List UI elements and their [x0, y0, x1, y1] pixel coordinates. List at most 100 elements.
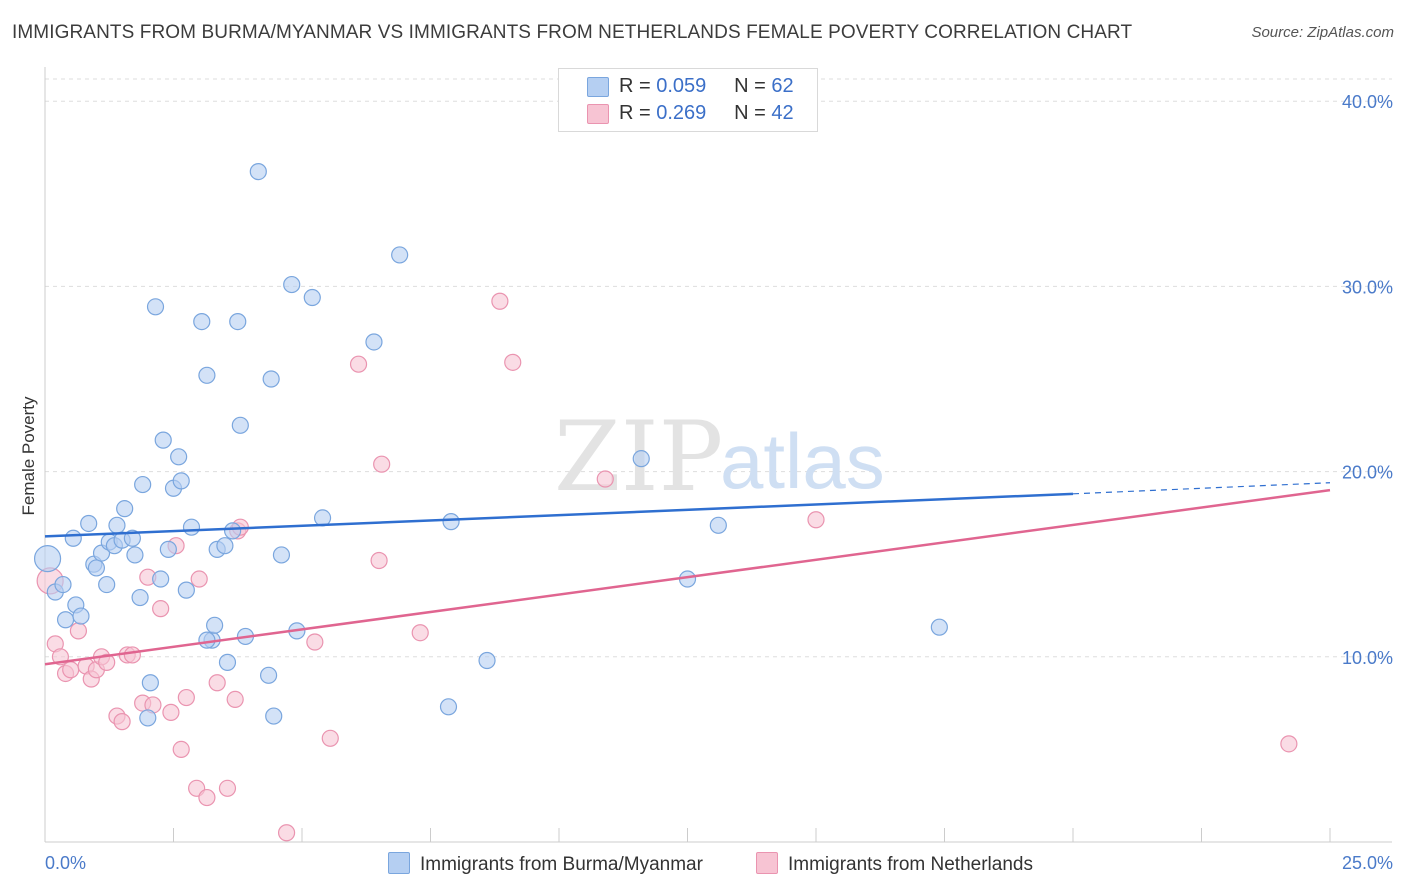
watermark: ZIP atlas	[554, 401, 885, 513]
bottom-legend-swatch-blue	[388, 852, 410, 874]
burma-point	[193, 313, 211, 331]
grid-lines	[45, 78, 1392, 658]
legend-r-label: R =	[619, 102, 651, 124]
netherlands-point	[69, 622, 88, 640]
burma-point	[177, 581, 195, 599]
netherlands-point	[208, 674, 226, 692]
burma-point	[182, 518, 201, 536]
netherlands-point	[98, 653, 116, 671]
burma-point	[272, 546, 291, 564]
burma-point	[365, 333, 383, 351]
legend-n-value: 62	[771, 75, 794, 97]
netherlands-point	[807, 511, 825, 529]
burma-point	[709, 516, 727, 534]
burma-trend-extension	[1072, 482, 1331, 495]
legend-swatch-blue	[587, 77, 609, 97]
burma-point	[391, 246, 409, 264]
legend-n-value: 42	[771, 102, 794, 124]
netherlands-point	[152, 600, 170, 618]
netherlands-point	[172, 740, 190, 759]
y-axis-label: Female Poverty	[19, 396, 38, 516]
burma-point	[72, 607, 90, 625]
netherlands-point	[306, 633, 324, 651]
burma-point	[64, 529, 82, 547]
netherlands-point	[198, 788, 216, 807]
legend-n-label: N =	[734, 75, 766, 97]
legend-r-value: 0.059	[656, 75, 707, 97]
bottom-legend-burma: Immigrants from Burma/Myanmar	[388, 852, 703, 876]
burma-point	[152, 570, 170, 588]
burma-point	[159, 540, 177, 558]
burma-point	[262, 370, 280, 388]
axes	[44, 67, 1392, 843]
burma-point	[170, 448, 188, 466]
x-tick-label-max: 25.0%	[1342, 853, 1393, 873]
burma-point	[218, 653, 237, 671]
netherlands-point	[596, 470, 614, 488]
netherlands-point	[491, 292, 509, 310]
burma-point	[198, 366, 216, 384]
burma-point	[930, 618, 948, 636]
netherlands-point	[123, 646, 141, 664]
burma-point	[134, 475, 152, 494]
burma-point	[116, 500, 134, 518]
netherlands-point	[162, 703, 180, 721]
burma-point	[283, 275, 301, 294]
burma-point	[439, 698, 458, 716]
y-tick-label: 10.0%	[1342, 648, 1393, 668]
burma-point	[131, 588, 149, 607]
netherlands-point	[321, 729, 339, 747]
watermark-atlas: atlas	[720, 417, 885, 505]
burma-point	[80, 514, 98, 533]
burma-point	[172, 472, 190, 490]
netherlands-point	[1280, 735, 1298, 753]
burma-trend-line	[44, 492, 1074, 538]
source-label: Source: ZipAtlas.com	[1251, 24, 1394, 41]
burma-point	[146, 298, 165, 316]
burma-point	[56, 611, 75, 629]
bottom-legend-swatch-pink	[756, 852, 778, 874]
burma-point	[126, 546, 144, 564]
netherlands-point	[177, 688, 195, 707]
netherlands-point	[349, 355, 368, 373]
burma-point	[303, 288, 321, 307]
bottom-legend-netherlands: Immigrants from Netherlands	[756, 852, 1033, 876]
netherlands-point	[226, 690, 244, 709]
burma-point	[229, 313, 247, 331]
burma-point	[249, 162, 267, 181]
x-tick-label-min: 0.0%	[45, 853, 86, 873]
burma-point	[98, 575, 116, 594]
bottom-legend-label-netherlands: Immigrants from Netherlands	[788, 854, 1033, 875]
burma-point	[224, 522, 242, 540]
netherlands-point	[190, 570, 208, 588]
chart-title: IMMIGRANTS FROM BURMA/MYANMAR VS IMMIGRA…	[12, 22, 1133, 43]
netherlands-point	[504, 353, 522, 371]
burma-point	[33, 545, 62, 573]
bottom-legend-label-burma: Immigrants from Burma/Myanmar	[420, 854, 703, 875]
legend-n-label: N =	[734, 102, 766, 124]
y-tick-label: 30.0%	[1342, 277, 1393, 297]
burma-point	[108, 516, 126, 534]
burma-point	[198, 631, 216, 649]
netherlands-point	[62, 661, 80, 679]
burma-point	[478, 651, 496, 670]
burma-point	[87, 559, 106, 577]
trend-lines	[44, 482, 1331, 666]
burma-point	[141, 674, 159, 692]
burma-point	[442, 513, 460, 531]
burma-point	[54, 575, 72, 594]
legend-swatch-pink	[587, 104, 609, 124]
burma-point	[259, 666, 278, 684]
burma-point	[139, 709, 157, 727]
netherlands-point	[411, 624, 429, 642]
burma-point	[216, 537, 234, 555]
y-tick-label: 40.0%	[1342, 92, 1393, 112]
netherlands-point	[370, 551, 388, 570]
burma-point	[231, 416, 249, 434]
tick-labels: 10.0% 20.0% 30.0% 40.0% 0.0% 25.0%	[45, 92, 1393, 873]
netherlands-point	[277, 824, 296, 842]
netherlands-trend-line	[44, 488, 1331, 666]
netherlands-point	[113, 713, 131, 731]
burma-point	[632, 450, 650, 468]
